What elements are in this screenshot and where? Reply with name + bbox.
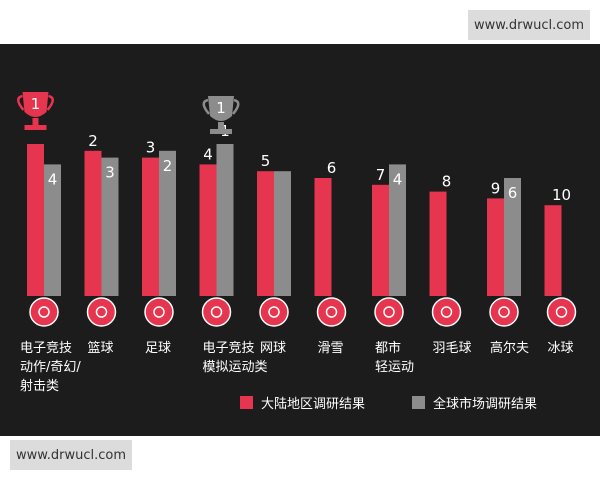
- category-label-1-line-2: 动作/奇幻/: [20, 359, 81, 375]
- bar-mainland-3: [142, 157, 159, 296]
- bar-mainland-1: [27, 144, 44, 296]
- hockey-player-icon: [546, 297, 577, 327]
- hockey-player-icon-glyph: [555, 306, 568, 318]
- trophy-label-2: 1: [216, 99, 226, 117]
- category-label-5-line-1: 网球: [260, 341, 286, 356]
- bar-global-4: [216, 144, 234, 296]
- bar-mainland-10: [544, 205, 562, 296]
- category-label-7-line-1: 都市: [375, 340, 401, 356]
- category-label-1-line-3: 射击类: [20, 378, 59, 394]
- bar-mainland-8: [429, 191, 447, 296]
- bar-mainland-7: [372, 184, 389, 296]
- skateboard-icon-glyph: [383, 306, 395, 318]
- skateboard-icon: [374, 297, 404, 327]
- skier-icon: [316, 297, 347, 327]
- trophy-label-1: 1: [31, 95, 41, 113]
- category-label-8-line-1: 羽毛球: [433, 341, 472, 356]
- bar-global-3: [159, 150, 176, 296]
- rank-label-mainland-9: 9: [491, 179, 501, 197]
- rank-label-mainland-10: 10: [552, 186, 571, 204]
- rank-label-global-3: 2: [163, 157, 173, 175]
- rank-label-global-9: 6: [508, 184, 518, 202]
- rank-label-global-1: 4: [48, 170, 58, 188]
- trophy-handle-left-2: [202, 98, 210, 115]
- rank-label-mainland-6: 6: [327, 159, 337, 177]
- trophy-stem-2: [218, 122, 224, 130]
- category-label-6-line-1: 滑雪: [318, 341, 344, 356]
- bar-mainland-2: [84, 150, 102, 296]
- category-label-1-line-1: 电子竞技: [20, 340, 72, 356]
- category-label-4-line-2: 模拟运动类: [203, 360, 268, 375]
- basketball-icon: [86, 297, 117, 327]
- category-label-9-line-1: 高尔夫: [490, 340, 529, 356]
- bar-global-1: [44, 164, 61, 296]
- eye-icon: [29, 297, 59, 327]
- rank-label-mainland-3: 3: [146, 139, 156, 157]
- trophy-handle-left-1: [17, 94, 25, 111]
- trophy-base-2: [210, 129, 232, 134]
- bar-mainland-4: [199, 164, 217, 296]
- trophy-icon-1: [22, 92, 49, 117]
- golf-bag-icon: [489, 297, 519, 327]
- eye-icon-glyph: [38, 306, 50, 318]
- legend-label-mainland: 大陆地区调研结果: [261, 396, 365, 412]
- bar-mainland-9: [487, 198, 504, 296]
- trophy-handle-right-1: [46, 94, 54, 111]
- rank-label-global-7: 4: [393, 170, 403, 188]
- soccer-ball-icon: [144, 297, 174, 327]
- tennis-racket-icon: [259, 297, 289, 327]
- rank-label-mainland-8: 8: [442, 173, 452, 191]
- gamepad-icon: [201, 297, 232, 327]
- trophy-icon-2: [208, 96, 234, 121]
- trophy-base-1: [24, 125, 47, 130]
- rank-label-mainland-2: 2: [88, 132, 98, 150]
- rank-label-mainland-7: 7: [376, 166, 386, 184]
- soccer-ball-icon-glyph: [153, 306, 165, 318]
- category-label-4-line-1: 电子竞技: [203, 340, 255, 356]
- skier-icon-glyph: [325, 306, 338, 318]
- bar-global-7: [389, 164, 406, 296]
- bar-mainland-5: [257, 171, 274, 296]
- tennis-racket-icon-glyph: [268, 306, 280, 318]
- category-label-3-line-1: 足球: [145, 341, 171, 356]
- rank-label-mainland-4: 4: [203, 145, 213, 163]
- gamepad-icon-glyph: [210, 306, 223, 318]
- trophy-handle-right-2: [232, 98, 240, 115]
- badminton-player-icon: [431, 297, 462, 327]
- legend-swatch-global: [412, 396, 425, 409]
- trophy-stem-1: [32, 118, 39, 126]
- category-label-10-line-1: 冰球: [548, 341, 574, 356]
- watermark-bottom: www.drwucl.com: [10, 440, 132, 470]
- bar-mainland-6: [314, 178, 332, 296]
- legend-swatch-mainland: [240, 396, 253, 409]
- category-label-7-line-2: 轻运动: [375, 360, 414, 375]
- category-label-2-line-1: 篮球: [88, 341, 114, 356]
- badminton-player-icon-glyph: [440, 306, 453, 318]
- legend-label-global: 全球市场调研结果: [433, 396, 537, 412]
- basketball-icon-glyph: [95, 306, 108, 318]
- watermark-top: www.drwucl.com: [468, 10, 590, 40]
- golf-bag-icon-glyph: [498, 306, 510, 318]
- rank-label-mainland-5: 5: [261, 152, 271, 170]
- rank-label-global-2: 3: [105, 164, 115, 182]
- bar-global-2: [101, 157, 119, 296]
- bar-global-5: [274, 171, 291, 296]
- bar-global-9: [504, 178, 521, 296]
